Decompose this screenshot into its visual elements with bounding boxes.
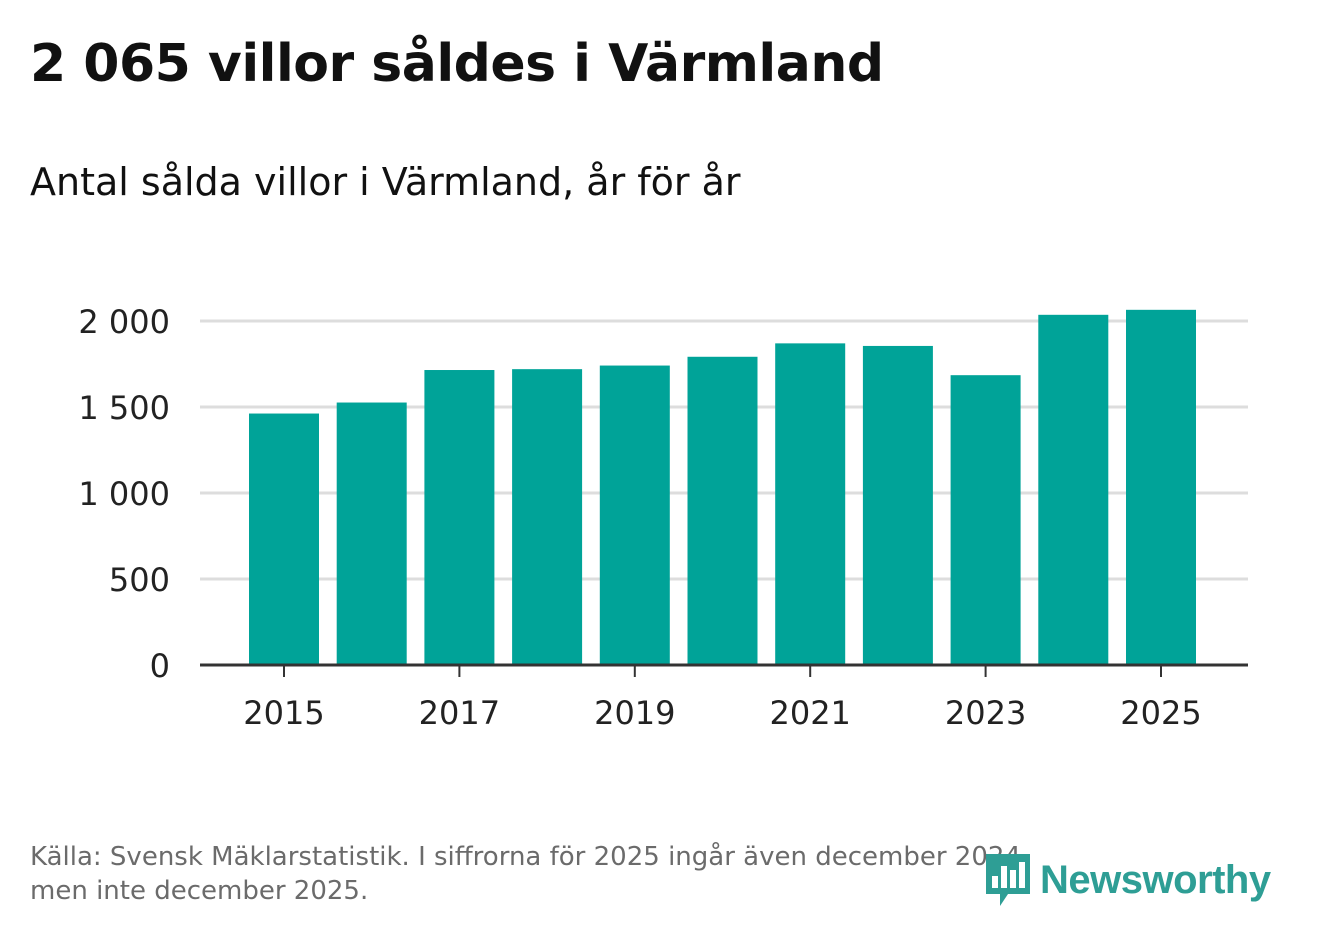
y-tick-label: 500	[109, 561, 170, 599]
axes: 0 500 1 000 1 500 2 000 2015 2017 2019 2021 2023 2…	[78, 303, 1248, 732]
y-tick-label: 2 000	[78, 303, 170, 341]
bar-2019	[599, 365, 670, 665]
x-tick-label: 2021	[769, 694, 850, 732]
bar-2020	[687, 356, 758, 665]
logo-text: Newsworthy	[1040, 857, 1271, 902]
source-note: Källa: Svensk Mäklarstatistik. I siffror…	[30, 840, 1230, 908]
x-tick-label: 2017	[419, 694, 500, 732]
bar-chart-icon	[986, 854, 1030, 906]
bar-2016	[336, 402, 407, 665]
bar-2022	[862, 345, 933, 665]
bar-chart: 0 500 1 000 1 500 2 000 2015 2017 2019 2021 2023 2…	[78, 303, 1248, 732]
source-line-2: men inte december 2025.	[30, 876, 369, 906]
bar-2017	[424, 370, 495, 665]
bar-2021	[775, 343, 846, 665]
newsworthy-logo: Newsworthy	[982, 850, 1271, 910]
source-line-1: Källa: Svensk Mäklarstatistik. I siffror…	[30, 842, 1030, 872]
bar-2025	[1126, 309, 1196, 665]
chart-subtitle: Antal sålda villor i Värmland, år för år	[30, 160, 741, 204]
x-tick-label: 2023	[945, 694, 1026, 732]
bar-2015	[249, 413, 319, 665]
x-tick-label: 2015	[243, 694, 324, 732]
x-tick-label: 2019	[594, 694, 675, 732]
y-tick-label: 0	[150, 647, 170, 685]
y-tick-label: 1 500	[78, 389, 170, 427]
x-tick-label: 2025	[1120, 694, 1201, 732]
y-tick-label: 1 000	[78, 475, 170, 513]
bars	[249, 309, 1196, 665]
chart-title: 2 065 villor såldes i Värmland	[30, 34, 884, 94]
bar-2023	[950, 375, 1021, 665]
bar-2018	[512, 369, 583, 665]
bar-2024	[1038, 314, 1109, 665]
